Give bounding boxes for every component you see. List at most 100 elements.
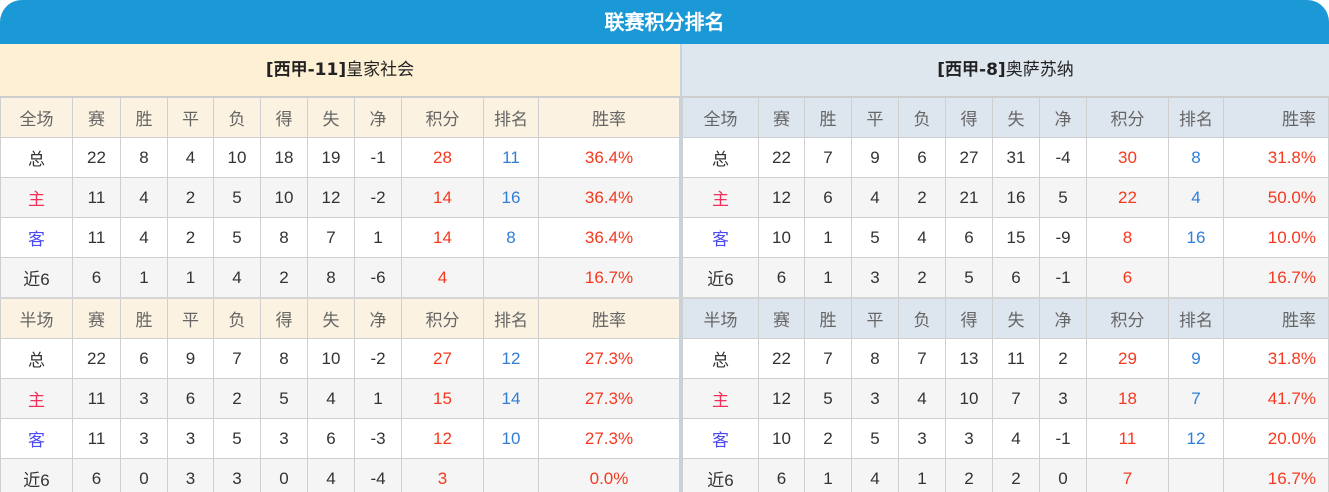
cell-win-rate: 50.0%	[1223, 177, 1329, 218]
cell-losses: 7	[898, 338, 946, 379]
cell-played: 12	[758, 177, 805, 218]
cell-wins: 0	[120, 458, 168, 492]
half-header-row: 半场赛胜平负得失净积分 排名 胜率	[682, 297, 1329, 339]
cell-rank	[1168, 458, 1224, 492]
cell-draws: 3	[851, 378, 899, 419]
cell-wins: 1	[804, 217, 852, 258]
cell-goal-diff: -4	[354, 458, 402, 492]
table-row: 近6 6 0 3 3 0 4 -4 3 0.0%	[0, 458, 680, 492]
col-header-points: 积分	[401, 297, 484, 339]
cell-points: 14	[401, 177, 484, 218]
cell-rank: 8	[1168, 137, 1224, 178]
cell-rank: 7	[1168, 378, 1224, 419]
cell-rank: 12	[483, 338, 539, 379]
cell-scope: 总	[682, 137, 759, 178]
cell-win-rate: 27.3%	[538, 378, 680, 419]
cell-scope: 近6	[0, 458, 73, 492]
cell-draws: 3	[851, 257, 899, 299]
cell-win-rate: 31.8%	[1223, 137, 1329, 178]
cell-wins: 3	[120, 418, 168, 459]
cell-losses: 1	[898, 458, 946, 492]
cell-win-rate: 20.0%	[1223, 418, 1329, 459]
cell-rank	[483, 257, 539, 299]
cell-goals-for: 10	[260, 177, 308, 218]
table-row: 总 22 6 9 7 8 10 -2 27 12 27.3%	[0, 338, 680, 379]
cell-goals-for: 2	[260, 257, 308, 299]
cell-wins: 6	[804, 177, 852, 218]
cell-rank: 11	[483, 137, 539, 178]
cell-goal-diff: 1	[354, 217, 402, 258]
col-header-scope: 半场	[0, 297, 73, 339]
cell-draws: 1	[167, 257, 214, 299]
cell-draws: 5	[851, 418, 899, 459]
cell-win-rate: 27.3%	[538, 418, 680, 459]
cell-rank: 10	[483, 418, 539, 459]
cell-wins: 6	[120, 338, 168, 379]
cell-goal-diff: -3	[354, 418, 402, 459]
cell-goal-diff: 0	[1039, 458, 1087, 492]
cell-losses: 2	[213, 378, 261, 419]
cell-goals-against: 7	[992, 378, 1040, 419]
cell-draws: 2	[167, 217, 214, 258]
col-header-goal-diff: 净	[1039, 297, 1087, 339]
cell-win-rate: 31.8%	[1223, 338, 1329, 379]
cell-goal-diff: -2	[354, 177, 402, 218]
cell-points: 29	[1086, 338, 1169, 379]
cell-wins: 1	[120, 257, 168, 299]
cell-draws: 3	[167, 418, 214, 459]
cell-points: 14	[401, 217, 484, 258]
cell-points: 15	[401, 378, 484, 419]
cell-win-rate: 36.4%	[538, 137, 680, 178]
team-name: 奥萨苏纳	[1005, 60, 1074, 80]
cell-goals-for: 8	[260, 217, 308, 258]
cell-played: 11	[72, 217, 121, 258]
cell-goals-for: 3	[945, 418, 993, 459]
cell-goals-against: 2	[992, 458, 1040, 492]
table-row: 客 11 3 3 5 3 6 -3 12 10 27.3%	[0, 418, 680, 459]
cell-points: 12	[401, 418, 484, 459]
cell-losses: 5	[213, 217, 261, 258]
table-row: 总 22 7 9 6 27 31 -4 30 8 31.8%	[682, 137, 1329, 178]
team-header: [西甲-11]皇家社会	[0, 44, 680, 97]
cell-win-rate: 16.7%	[1223, 257, 1329, 299]
col-header-goal-diff: 净	[354, 297, 402, 339]
cell-wins: 4	[120, 177, 168, 218]
cell-wins: 1	[804, 458, 852, 492]
cell-scope: 近6	[682, 257, 759, 299]
table-row: 主 12 6 4 2 21 16 5 22 4 50.0%	[682, 177, 1329, 218]
table-row: 总 22 8 4 10 18 19 -1 28 11 36.4%	[0, 137, 680, 178]
col-header-rank: 排名	[483, 297, 539, 339]
cell-rank: 9	[1168, 338, 1224, 379]
team-header: [西甲-8]奥萨苏纳	[682, 44, 1329, 97]
cell-win-rate: 36.4%	[538, 217, 680, 258]
cell-losses: 2	[898, 257, 946, 299]
col-header-losses: 负	[898, 97, 946, 138]
cell-goals-for: 5	[945, 257, 993, 299]
cell-goals-against: 4	[992, 418, 1040, 459]
cell-losses: 2	[898, 177, 946, 218]
col-header-win-rate: 胜率	[1223, 297, 1329, 339]
cell-points: 28	[401, 137, 484, 178]
cell-rank: 14	[483, 378, 539, 419]
cell-goal-diff: -1	[354, 137, 402, 178]
cell-rank: 16	[1168, 217, 1224, 258]
cell-goals-against: 11	[992, 338, 1040, 379]
col-header-played: 赛	[72, 97, 121, 138]
cell-goals-against: 15	[992, 217, 1040, 258]
cell-draws: 2	[167, 177, 214, 218]
cell-goals-for: 8	[260, 338, 308, 379]
cell-points: 7	[1086, 458, 1169, 492]
cell-played: 10	[758, 217, 805, 258]
cell-goals-against: 6	[992, 257, 1040, 299]
cell-draws: 8	[851, 338, 899, 379]
away-team-panel: [西甲-8]奥萨苏纳 全场赛胜平负得失净积分 排名 胜率总 22 7 9 6 27 31 -4 30…	[682, 44, 1329, 492]
cell-played: 22	[72, 338, 121, 379]
cell-goals-for: 27	[945, 137, 993, 178]
col-header-goals-for: 得	[260, 97, 308, 138]
col-header-points: 积分	[1086, 297, 1169, 339]
col-header-goals-for: 得	[260, 297, 308, 339]
cell-rank	[483, 458, 539, 492]
full-header-row: 全场赛胜平负得失净积分 排名 胜率	[682, 97, 1329, 138]
full-header-row: 全场赛胜平负得失净积分 排名 胜率	[0, 97, 680, 138]
cell-goals-for: 10	[945, 378, 993, 419]
